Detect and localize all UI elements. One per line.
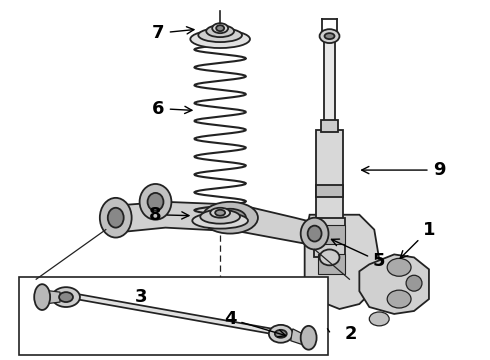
Ellipse shape <box>108 208 123 228</box>
Ellipse shape <box>324 33 335 39</box>
Bar <box>318 255 345 274</box>
Text: 4: 4 <box>224 310 286 337</box>
Polygon shape <box>44 290 60 304</box>
Ellipse shape <box>387 290 411 308</box>
Polygon shape <box>359 255 429 314</box>
Ellipse shape <box>200 210 240 224</box>
Ellipse shape <box>206 25 234 37</box>
Ellipse shape <box>387 258 411 276</box>
Bar <box>19 277 327 355</box>
Bar <box>314 218 345 257</box>
Ellipse shape <box>192 213 248 229</box>
Ellipse shape <box>308 226 321 242</box>
Ellipse shape <box>319 29 340 43</box>
Bar <box>316 130 343 220</box>
Ellipse shape <box>214 209 246 227</box>
Ellipse shape <box>319 249 340 265</box>
Ellipse shape <box>212 23 228 33</box>
Ellipse shape <box>198 28 242 42</box>
Text: 3: 3 <box>134 288 147 306</box>
Text: 7: 7 <box>152 24 194 42</box>
Polygon shape <box>106 202 335 244</box>
Bar <box>318 225 345 244</box>
Bar <box>320 121 339 132</box>
Ellipse shape <box>369 312 389 326</box>
Ellipse shape <box>215 210 225 216</box>
Ellipse shape <box>301 218 328 249</box>
Text: 2: 2 <box>344 325 357 343</box>
Ellipse shape <box>100 198 132 238</box>
Text: 1: 1 <box>400 221 435 258</box>
Ellipse shape <box>210 208 230 218</box>
Ellipse shape <box>269 325 293 343</box>
Ellipse shape <box>202 202 258 234</box>
Ellipse shape <box>52 287 80 307</box>
Ellipse shape <box>140 184 171 220</box>
Polygon shape <box>291 329 305 345</box>
Text: 6: 6 <box>152 100 192 118</box>
Ellipse shape <box>147 193 164 211</box>
Ellipse shape <box>190 30 250 48</box>
Text: 8: 8 <box>149 206 189 224</box>
Ellipse shape <box>216 25 224 31</box>
Bar <box>323 41 336 125</box>
Text: 5: 5 <box>331 239 386 270</box>
Ellipse shape <box>301 326 317 350</box>
Ellipse shape <box>59 292 73 302</box>
Ellipse shape <box>275 330 287 338</box>
Ellipse shape <box>406 275 422 291</box>
Bar <box>316 185 343 197</box>
Text: 9: 9 <box>362 161 445 179</box>
Polygon shape <box>305 215 379 309</box>
Ellipse shape <box>34 284 50 310</box>
